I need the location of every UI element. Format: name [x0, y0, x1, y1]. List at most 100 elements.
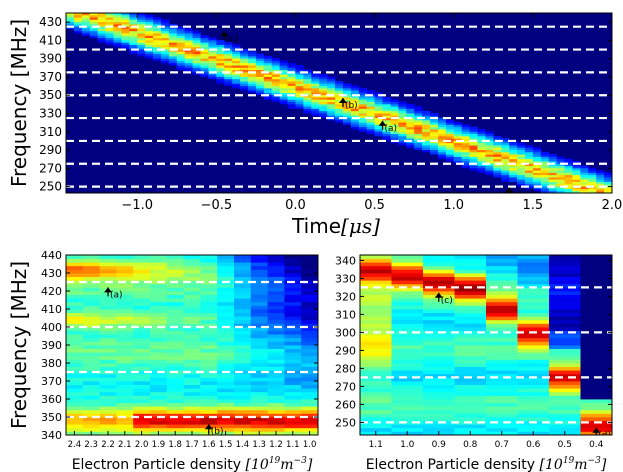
bottom-left-heatmap-cell — [183, 427, 201, 432]
top-heatmap-cell — [97, 28, 106, 32]
top-heatmap-cell — [303, 90, 312, 93]
bottom-right-heatmap-cell — [580, 327, 612, 331]
top-heatmap-cell — [485, 133, 494, 137]
bottom-left-heatmap-cell — [301, 258, 318, 263]
bottom-left-heatmap-cell — [284, 341, 302, 346]
bottom-left-heatmap-cell — [116, 420, 134, 425]
top-heatmap-cell — [556, 165, 565, 169]
bottom-right-heatmap-cell — [391, 377, 424, 382]
bottom-right-heatmap-cell — [360, 327, 392, 331]
bottom-right-heatmap-cell — [423, 363, 455, 367]
bottom-left-heatmap-cell — [82, 381, 100, 385]
top-heatmap-cell — [374, 92, 383, 96]
bottom-right-heatmap-cell — [391, 355, 424, 360]
bottom-right-heatmap-cell — [549, 265, 581, 270]
top-heatmap-cell — [548, 154, 558, 157]
bottom-left-heatmap-cell — [150, 316, 168, 321]
top-heatmap-cell — [319, 76, 328, 80]
bottom-right-heatmap-cell — [360, 399, 392, 403]
bottom-left-heatmap-cell — [150, 348, 168, 353]
top-heatmap-cell — [406, 110, 415, 114]
top-heatmap-cell — [437, 154, 447, 157]
top-heatmap-cell — [540, 181, 550, 185]
bottom-right-heatmap-cell — [360, 309, 392, 313]
bottom-left-heatmap-cell — [82, 384, 100, 389]
top-heatmap-cell — [517, 181, 526, 185]
bottom-right-heatmap-cell — [486, 330, 518, 335]
bottom-right-y-tick-label: 250 — [335, 416, 356, 429]
top-heatmap-cell — [255, 83, 265, 87]
top-heatmap-cell — [390, 99, 399, 103]
top-heatmap-cell — [248, 76, 257, 80]
bottom-left-heatmap-cell — [183, 341, 201, 346]
bottom-right-heatmap-cell — [549, 276, 581, 281]
bottom-right-heatmap-cell — [517, 399, 550, 403]
top-heatmap-cell — [445, 156, 455, 160]
top-heatmap-cell — [287, 81, 296, 84]
bottom-left-heatmap-cell — [150, 352, 168, 357]
bottom-left-heatmap-cell — [284, 312, 302, 317]
bottom-left-heatmap-cell — [99, 309, 117, 313]
top-heatmap-cell — [184, 51, 194, 55]
bottom-right-heatmap-cell — [517, 384, 550, 389]
top-heatmap-cell — [240, 87, 249, 91]
bottom-left-heatmap-cell — [133, 323, 151, 328]
top-heatmap-cell — [580, 186, 589, 189]
bottom-right-heatmap-cell — [549, 316, 581, 321]
bottom-left-heatmap-cell — [183, 402, 201, 407]
top-heatmap-cell — [255, 62, 265, 66]
top-heatmap-cell — [469, 142, 478, 146]
bottom-right-heatmap-cell — [454, 373, 487, 378]
top-heatmap-cell — [461, 156, 470, 160]
bottom-right-heatmap-cell — [580, 287, 612, 292]
top-heatmap-cell — [153, 44, 162, 48]
bottom-left-heatmap-cell — [150, 319, 168, 324]
top-heatmap-cell — [200, 51, 209, 55]
top-heatmap-cell — [89, 33, 99, 36]
bottom-right-heatmap-cell — [580, 384, 612, 389]
top-heatmap-cell — [248, 62, 257, 66]
bottom-left-heatmap-cell — [66, 370, 84, 375]
bottom-left-heatmap-cell — [183, 424, 201, 429]
top-heatmap-cell — [509, 142, 518, 146]
bottom-left-heatmap-cell — [183, 258, 201, 263]
bottom-left-heatmap-cell — [133, 337, 151, 342]
bottom-left-heatmap-cell — [150, 330, 168, 335]
bottom-left-heatmap-cell — [284, 337, 302, 342]
bottom-left-heatmap-cell — [166, 309, 184, 313]
top-heatmap-cell — [129, 42, 138, 45]
bottom-left-heatmap-cell — [66, 291, 84, 295]
top-heatmap-cell — [271, 92, 281, 96]
bottom-right-heatmap-cell — [549, 312, 581, 317]
bottom-right-heatmap-cell — [486, 305, 518, 310]
bottom-left-heatmap-cell — [301, 294, 318, 299]
top-heatmap-cell — [366, 122, 376, 125]
top-heatmap-cell — [430, 133, 439, 137]
top-heatmap-cell — [145, 21, 154, 25]
bottom-left-heatmap-cell — [82, 312, 100, 317]
bottom-right-heatmap-cell — [391, 345, 424, 349]
bottom-left-heatmap-cell — [166, 330, 184, 335]
bottom-right-heatmap-cell — [549, 370, 581, 375]
bottom-left-heatmap-cell — [267, 402, 285, 407]
top-heatmap-cell — [604, 190, 612, 193]
top-heatmap-cell — [564, 172, 573, 176]
top-heatmap-cell — [580, 177, 589, 180]
bottom-right-heatmap-cell — [360, 348, 392, 353]
top-heatmap-cell — [437, 117, 447, 121]
bottom-right-heatmap-cell — [391, 265, 424, 270]
top-heatmap-cell — [263, 65, 273, 68]
bottom-left-heatmap-cell — [183, 309, 201, 313]
bottom-left-heatmap-cell — [116, 359, 134, 364]
top-heatmap-cell — [113, 35, 122, 39]
top-heatmap-cell — [216, 60, 225, 64]
top-heatmap-cell — [160, 19, 170, 23]
bottom-left-heatmap-cell — [217, 366, 235, 371]
top-heatmap-cell — [556, 177, 565, 180]
bottom-left-heatmap-cell — [166, 363, 184, 367]
top-heatmap-cell — [271, 74, 281, 77]
top-heatmap-cell — [358, 117, 368, 121]
top-heatmap-cell — [572, 161, 581, 164]
top-annotation-arrow-d: (d) — [505, 187, 524, 193]
bottom-left-heatmap-cell — [116, 269, 134, 274]
